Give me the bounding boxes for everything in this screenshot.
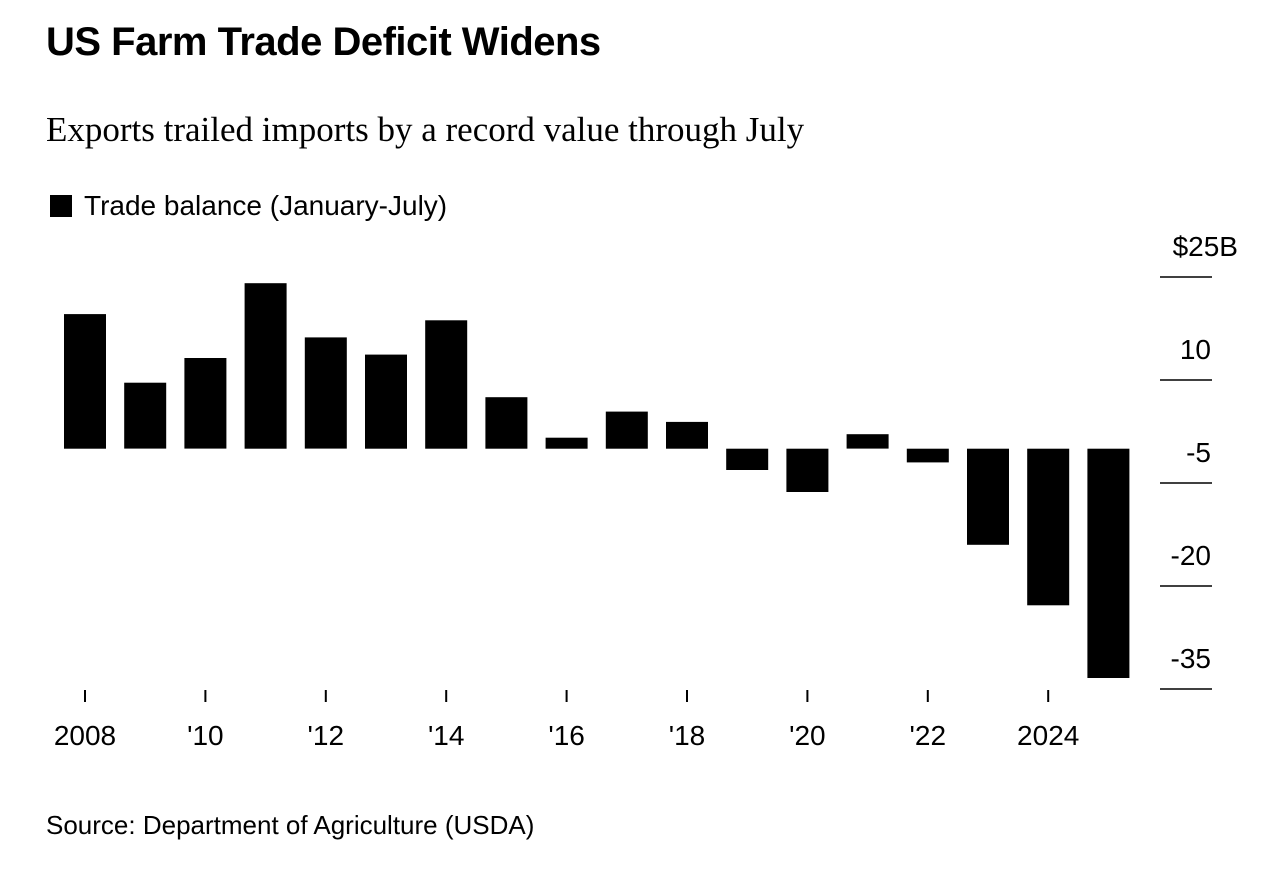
bar-2020	[786, 448, 829, 492]
x-tick-label: '12	[308, 720, 345, 751]
bar-2009	[124, 382, 167, 449]
bar-2023	[967, 448, 1009, 545]
x-tick-label: '22	[910, 720, 947, 751]
bar-2013	[365, 354, 407, 449]
x-tick-label: '14	[428, 720, 465, 751]
bar-2016	[545, 437, 588, 449]
chart-legend: Trade balance (January-July)	[50, 190, 447, 222]
bar-2008	[64, 314, 106, 449]
bar-2018	[666, 421, 708, 449]
bar-2017	[605, 411, 648, 449]
y-tick-label: $25B	[1173, 231, 1238, 262]
legend-label: Trade balance (January-July)	[84, 190, 448, 221]
chart-title: US Farm Trade Deficit Widens	[46, 20, 601, 64]
x-tick-label: '18	[669, 720, 706, 751]
bar-2019	[726, 448, 769, 470]
y-tick-label: -5	[1186, 437, 1211, 468]
y-tick-label: 10	[1180, 334, 1211, 365]
x-tick-label: '16	[548, 720, 585, 751]
x-tick-label: 2008	[54, 720, 116, 751]
x-tick-label: 2024	[1017, 720, 1079, 751]
bar-2025	[1087, 448, 1130, 678]
bar-2012	[304, 337, 347, 449]
bar-2021	[846, 434, 889, 449]
bar-2014	[425, 320, 468, 449]
x-tick-label: '10	[187, 720, 224, 751]
x-tick-label: '20	[789, 720, 826, 751]
y-tick-label: -35	[1171, 643, 1211, 674]
bar-2010	[184, 358, 227, 449]
y-tick-label: -20	[1171, 540, 1211, 571]
bar-2015	[485, 397, 528, 449]
bar-2011	[244, 283, 287, 449]
legend-swatch	[50, 195, 72, 217]
source-note: Source: Department of Agriculture (USDA)	[46, 810, 535, 840]
chart-subtitle: Exports trailed imports by a record valu…	[46, 110, 805, 149]
bar-2022	[906, 448, 949, 463]
bar-2024	[1027, 448, 1070, 606]
